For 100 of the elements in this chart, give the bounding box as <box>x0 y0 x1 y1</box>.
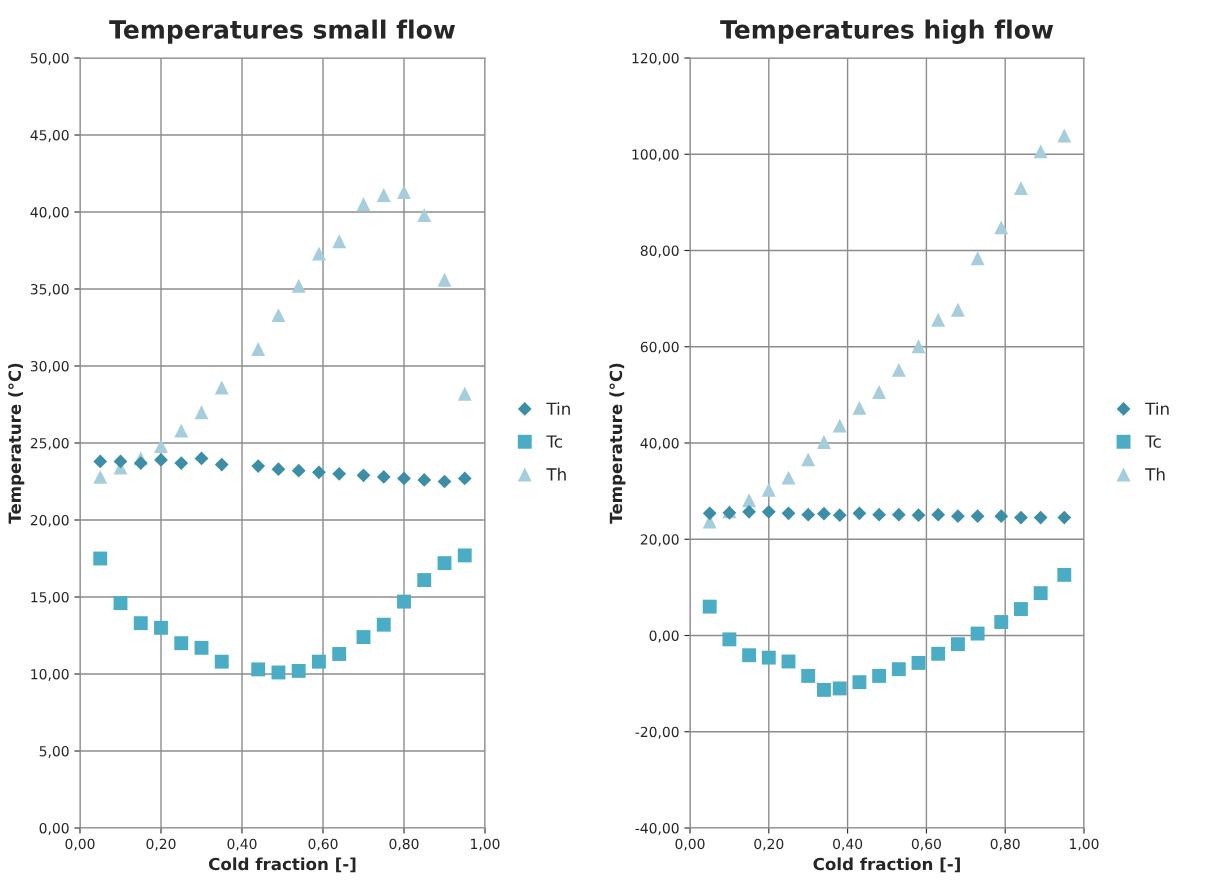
point <box>312 654 326 669</box>
point <box>891 507 906 522</box>
legend-label: Tc <box>546 435 562 448</box>
point <box>133 616 148 631</box>
point <box>417 573 432 587</box>
point <box>801 668 816 683</box>
point <box>950 302 965 317</box>
point <box>312 246 326 261</box>
point <box>1033 510 1048 525</box>
x-tick-label: 0,20 <box>146 838 176 851</box>
point <box>93 469 108 484</box>
x-axis-title: Cold fraction [-] <box>208 857 356 873</box>
point <box>951 509 965 524</box>
y-tick-label: -40,00 <box>635 822 679 835</box>
point <box>291 663 306 678</box>
y-tick-label: 120,00 <box>632 52 679 65</box>
point <box>801 452 816 467</box>
y-tick-label: 10,00 <box>31 668 69 681</box>
point <box>950 637 965 652</box>
y-tick-label: 40,00 <box>640 437 679 450</box>
point <box>154 439 168 454</box>
point <box>271 462 286 477</box>
point <box>194 640 209 655</box>
point <box>1057 128 1072 143</box>
point <box>332 647 347 661</box>
point <box>417 473 432 487</box>
point <box>970 251 985 266</box>
point <box>761 504 776 519</box>
point <box>154 620 168 635</box>
point <box>742 648 757 663</box>
y-tick-label: 25,00 <box>30 437 69 450</box>
point <box>891 662 906 677</box>
y-tick-label: 0,00 <box>39 822 69 835</box>
point <box>742 493 757 508</box>
point <box>931 312 946 327</box>
point <box>1057 510 1072 525</box>
point <box>832 418 847 433</box>
point <box>931 646 946 661</box>
point <box>457 471 472 486</box>
point <box>437 272 452 287</box>
point <box>994 220 1009 235</box>
point <box>1057 567 1072 582</box>
point <box>970 509 985 524</box>
point <box>761 482 776 497</box>
chart-title: Temperatures small flow <box>109 19 456 44</box>
point <box>891 362 906 377</box>
y-tick-label: 20,00 <box>640 534 679 547</box>
x-tick-label: 0,60 <box>308 838 338 851</box>
point <box>1014 180 1028 195</box>
legend-label: Th <box>1145 467 1165 481</box>
point <box>376 617 391 632</box>
y-axis-title: Temperature (°C) <box>609 363 626 524</box>
x-axis-title: Cold fraction [-] <box>813 857 960 873</box>
point <box>214 654 229 669</box>
point <box>702 506 717 521</box>
x-tick-label: 1,00 <box>471 838 500 851</box>
point <box>312 465 326 480</box>
point <box>174 636 189 651</box>
point <box>174 423 189 438</box>
point <box>271 308 286 323</box>
y-tick-label: 60,00 <box>640 341 679 354</box>
point <box>113 596 128 611</box>
y-tick-label: 20,00 <box>30 514 69 527</box>
x-tick-label: 0,20 <box>754 838 784 851</box>
point <box>911 508 926 523</box>
point <box>761 650 776 665</box>
y-tick-label: 45,00 <box>30 129 69 142</box>
point <box>872 668 887 683</box>
y-tick-label: 40,00 <box>30 206 69 219</box>
y-tick-label: 50,00 <box>30 52 69 65</box>
point <box>133 456 148 470</box>
point <box>291 463 306 478</box>
point <box>852 400 867 415</box>
point <box>742 504 756 519</box>
point <box>1033 586 1048 601</box>
point <box>376 470 391 484</box>
point <box>457 548 472 563</box>
point <box>994 509 1009 524</box>
point <box>931 507 946 522</box>
y-tick-label: 35,00 <box>30 283 69 296</box>
y-tick-label: 5,00 <box>39 745 69 758</box>
point <box>93 454 108 469</box>
point <box>417 208 432 223</box>
point <box>702 599 717 614</box>
legend-label: Tin <box>546 402 570 415</box>
point <box>93 551 108 566</box>
y-tick-label: 80,00 <box>640 245 679 258</box>
point <box>872 385 887 399</box>
point <box>781 470 796 485</box>
point <box>437 556 452 571</box>
x-tick-label: 0,00 <box>65 838 95 851</box>
point <box>356 197 371 212</box>
point <box>1033 144 1048 159</box>
chart-title: Temperatures high flow <box>720 19 1054 44</box>
point <box>722 632 737 647</box>
y-tick-label: 0,00 <box>649 630 679 643</box>
point <box>397 471 411 486</box>
point <box>174 456 189 470</box>
legend-label: Tc <box>1145 435 1161 448</box>
point <box>817 506 831 521</box>
